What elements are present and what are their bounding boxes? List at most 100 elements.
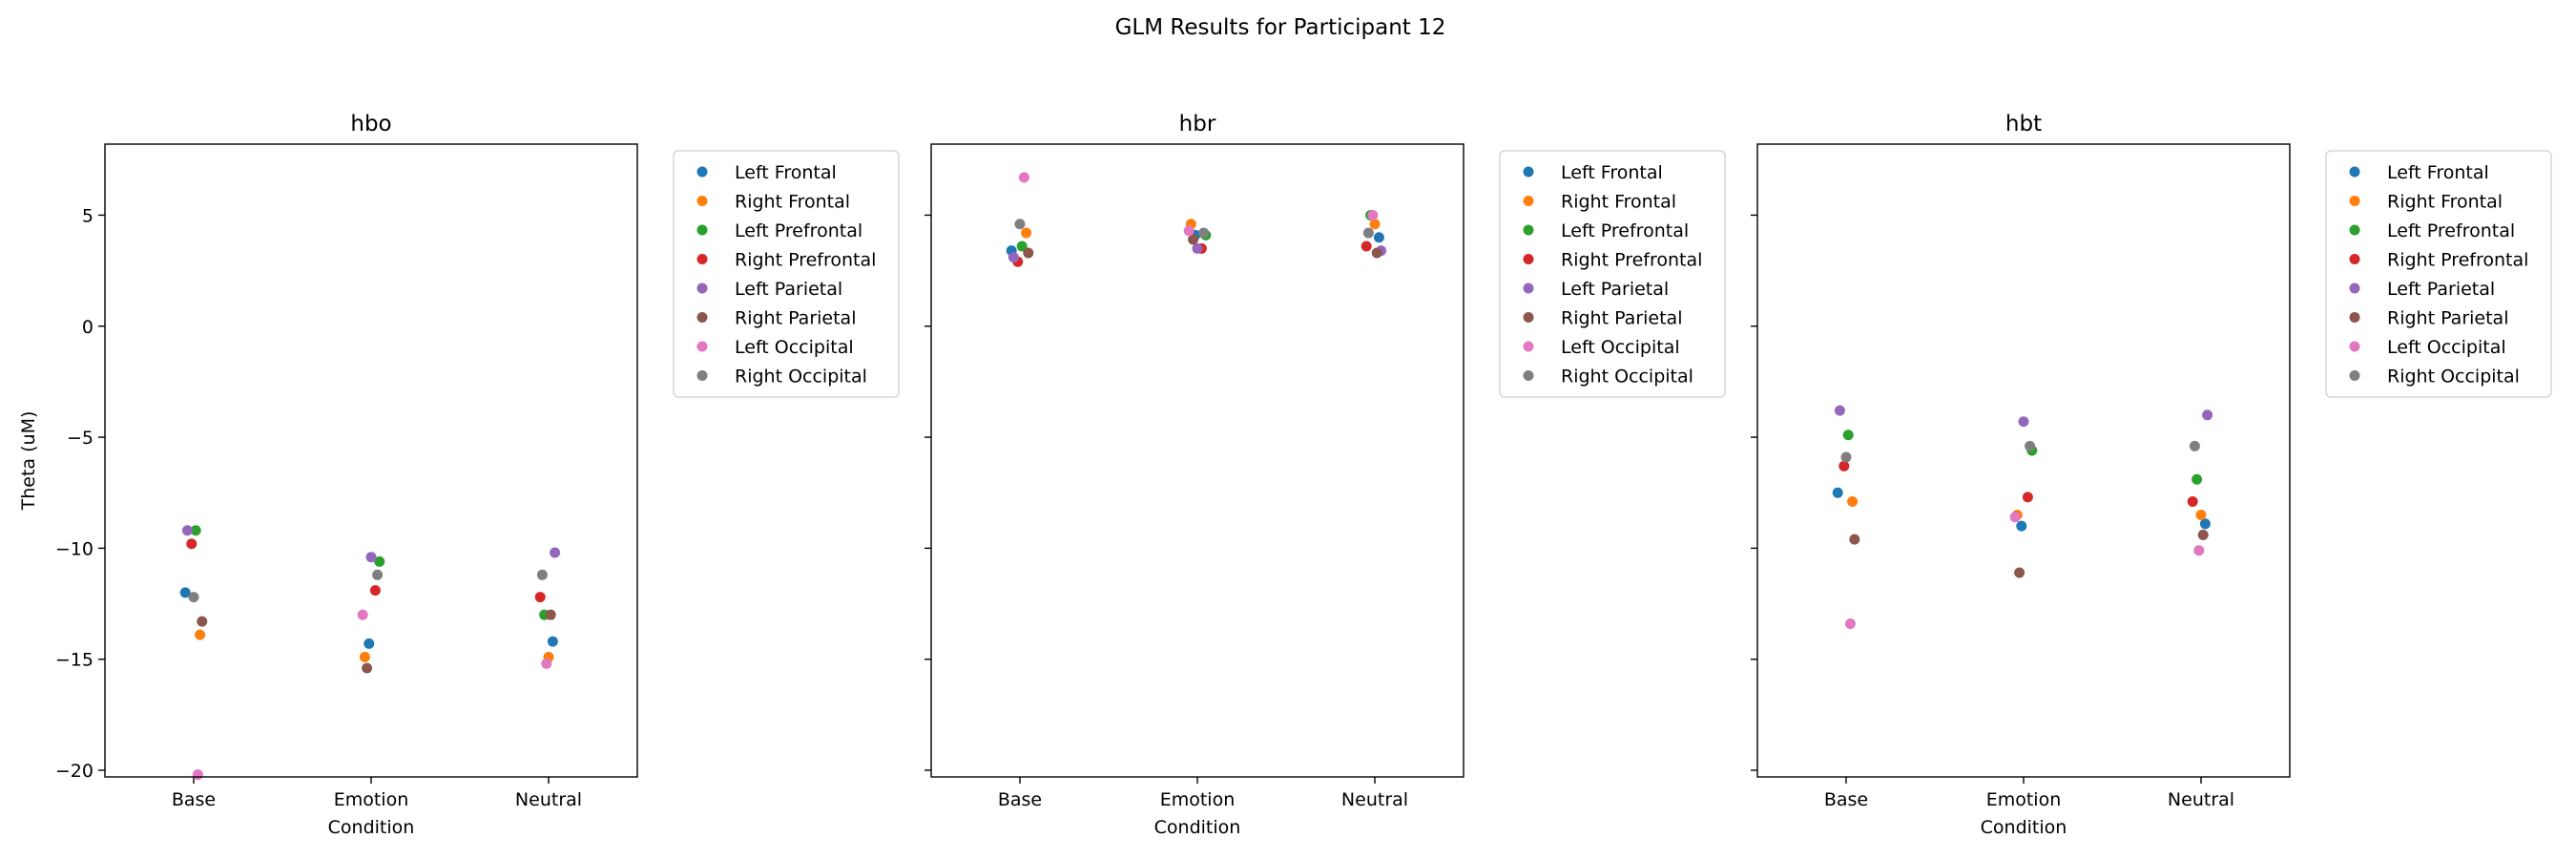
- x-tick-label-neutral: Neutral: [2168, 789, 2234, 810]
- data-point-left-prefrontal-emotion: [374, 555, 385, 567]
- data-point-right-occipital-base: [188, 592, 199, 603]
- legend-marker-left-frontal: [696, 166, 708, 178]
- panel-hbt: hbt Base Emotion Neutral Condition Left Front…: [1751, 112, 2552, 838]
- y-tick-label: −15: [55, 650, 93, 671]
- data-point-left-prefrontal-neutral: [2192, 473, 2203, 485]
- legend-marker-left-prefrontal: [2349, 224, 2360, 236]
- data-point-left-frontal-neutral: [2199, 518, 2211, 530]
- data-point-right-occipital-neutral: [1362, 227, 1374, 239]
- data-point-left-parietal-emotion: [2018, 416, 2029, 428]
- legend-label-left-parietal: Left Parietal: [735, 279, 842, 300]
- data-point-right-occipital-base: [1840, 451, 1852, 463]
- legend-marker-left-occipital: [696, 341, 708, 352]
- legend-label-right-occipital: Right Occipital: [735, 367, 867, 388]
- data-point-left-frontal-emotion: [2016, 520, 2027, 532]
- data-point-right-prefrontal-neutral: [1361, 241, 1372, 252]
- data-point-left-parietal-base: [1834, 405, 1845, 416]
- data-point-right-parietal-emotion: [2014, 567, 2025, 578]
- panel-title: hbo: [350, 112, 391, 136]
- x-tick-label-base: Base: [1824, 789, 1868, 810]
- data-point-left-parietal-base: [181, 525, 193, 536]
- legend-label-left-prefrontal: Left Prefrontal: [735, 220, 862, 241]
- legend-label-left-prefrontal: Left Prefrontal: [2387, 220, 2515, 241]
- panel-title: hbt: [2005, 112, 2042, 136]
- panel-hbr: hbr Base Emotion Neutral Condition Left Front…: [924, 112, 1726, 838]
- data-point-right-prefrontal-base: [186, 538, 197, 550]
- data-point-left-parietal-emotion: [365, 552, 377, 563]
- legend-frame: [1499, 150, 1726, 398]
- legend: Left Frontal Right Frontal Left Prefrontal…: [2325, 150, 2552, 398]
- data-point-right-occipital-emotion: [1198, 227, 1210, 239]
- legend-label-right-parietal: Right Parietal: [2387, 308, 2508, 329]
- y-tick-label: −10: [55, 538, 93, 559]
- legend-label-right-prefrontal: Right Prefrontal: [735, 250, 876, 271]
- data-point-right-prefrontal-emotion: [2022, 492, 2033, 503]
- y-tick-label: −5: [67, 428, 93, 449]
- legend-label-left-occipital: Left Occipital: [1561, 337, 1680, 358]
- data-point-right-parietal-neutral: [2197, 529, 2209, 540]
- legend-label-left-frontal: Left Frontal: [2387, 162, 2489, 183]
- data-point-left-occipital-emotion: [357, 609, 368, 620]
- data-point-right-frontal-base: [1021, 227, 1032, 239]
- data-point-left-occipital-neutral: [2193, 545, 2205, 556]
- legend-marker-left-parietal: [696, 283, 708, 294]
- data-point-left-occipital-neutral: [541, 658, 552, 669]
- data-point-right-prefrontal-neutral: [2187, 496, 2198, 508]
- legend-label-right-frontal: Right Frontal: [2387, 192, 2503, 213]
- x-axis-label: Condition: [1154, 817, 1241, 838]
- legend-marker-right-parietal: [1523, 312, 1534, 323]
- data-point-right-parietal-emotion: [1188, 234, 1199, 245]
- legend-marker-left-occipital: [1523, 341, 1534, 352]
- data-point-right-prefrontal-neutral: [534, 592, 546, 603]
- data-point-right-parietal-neutral: [545, 609, 556, 620]
- x-tick-label-emotion: Emotion: [1986, 789, 2062, 810]
- data-point-right-occipital-neutral: [2189, 440, 2200, 451]
- figure-title: GLM Results for Participant 12: [1115, 15, 1446, 40]
- data-point-left-frontal-emotion: [364, 638, 375, 649]
- x-tick-label-base: Base: [998, 789, 1042, 810]
- legend-label-left-parietal: Left Parietal: [2387, 279, 2495, 300]
- legend: Left Frontal Right Frontal Left Prefrontal…: [1499, 150, 1726, 398]
- data-point-left-occipital-neutral: [1367, 209, 1379, 220]
- legend-label-right-prefrontal: Right Prefrontal: [2387, 250, 2528, 271]
- legend-marker-right-occipital: [2349, 370, 2360, 381]
- data-point-right-parietal-neutral: [1371, 247, 1382, 259]
- legend-label-right-frontal: Right Frontal: [1561, 192, 1676, 213]
- y-tick-label: 0: [82, 317, 93, 338]
- data-point-right-parietal-base: [197, 616, 208, 627]
- legend-label-right-occipital: Right Occipital: [1561, 367, 1693, 388]
- legend-marker-right-frontal: [1523, 196, 1534, 206]
- legend-marker-right-occipital: [1523, 370, 1534, 381]
- legend-label-left-frontal: Left Frontal: [735, 162, 837, 183]
- plot-frame: [104, 143, 638, 778]
- x-tick-label-emotion: Emotion: [1160, 789, 1236, 810]
- x-tick-label-base: Base: [172, 789, 216, 810]
- data-point-right-frontal-neutral: [2195, 509, 2207, 520]
- x-tick-label-emotion: Emotion: [334, 789, 409, 810]
- legend-label-left-occipital: Left Occipital: [735, 337, 854, 358]
- data-point-right-parietal-base: [1849, 534, 1860, 545]
- legend-label-left-parietal: Left Parietal: [1561, 279, 1669, 300]
- data-point-right-occipital-neutral: [536, 569, 548, 580]
- legend-marker-left-frontal: [1523, 166, 1534, 178]
- legend-label-left-occipital: Left Occipital: [2387, 337, 2506, 358]
- y-tick-label: −20: [55, 761, 93, 782]
- data-point-right-occipital-emotion: [2025, 440, 2036, 451]
- data-point-left-frontal-base: [1832, 487, 1843, 498]
- legend-label-left-frontal: Left Frontal: [1561, 162, 1663, 183]
- x-axis-label: Condition: [1981, 817, 2067, 838]
- data-point-right-frontal-base: [1847, 496, 1859, 508]
- legend-marker-left-occipital: [2349, 341, 2360, 352]
- data-point-left-parietal-neutral: [2202, 409, 2213, 421]
- x-axis-label: Condition: [328, 817, 415, 838]
- legend-marker-left-prefrontal: [1523, 224, 1534, 236]
- x-tick-label-neutral: Neutral: [515, 789, 582, 810]
- legend-marker-left-frontal: [2349, 166, 2360, 178]
- data-point-left-occipital-emotion: [1183, 225, 1195, 237]
- legend-label-right-prefrontal: Right Prefrontal: [1561, 250, 1702, 271]
- data-point-left-occipital-base: [192, 769, 203, 781]
- legend-label-right-parietal: Right Parietal: [1561, 308, 1682, 329]
- legend-marker-right-occipital: [696, 370, 708, 381]
- legend-marker-right-prefrontal: [2349, 254, 2360, 264]
